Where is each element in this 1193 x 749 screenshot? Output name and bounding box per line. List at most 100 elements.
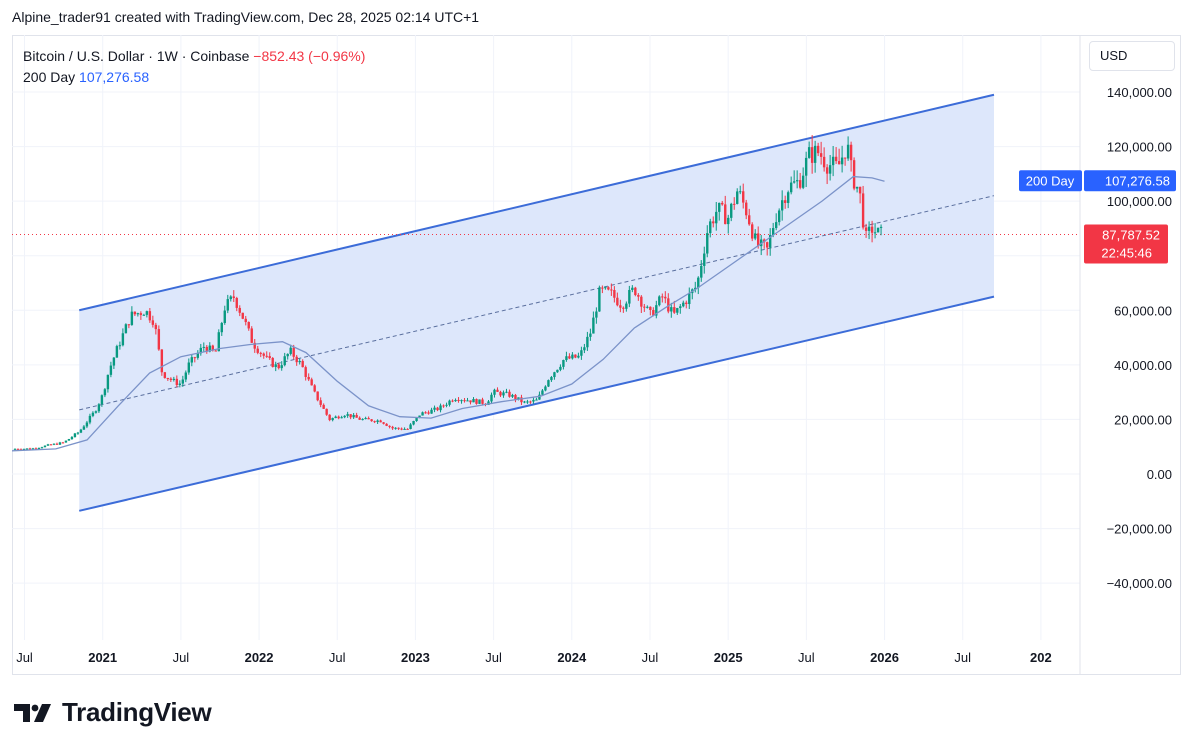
candle-body bbox=[700, 265, 703, 278]
candle-61 bbox=[196, 350, 200, 360]
candle-body bbox=[595, 311, 598, 318]
legend-ma-row[interactable]: 200 Day 107,276.58 bbox=[23, 67, 365, 88]
candle-144 bbox=[445, 402, 448, 408]
candle-190 bbox=[583, 343, 586, 354]
candle-262 bbox=[798, 172, 802, 190]
candle-body bbox=[526, 401, 529, 403]
candle-body bbox=[733, 203, 736, 205]
candle-80 bbox=[253, 339, 256, 353]
candle-201 bbox=[616, 292, 619, 307]
candle-83 bbox=[262, 352, 265, 359]
candle-82 bbox=[259, 351, 262, 358]
candle-body bbox=[322, 404, 325, 409]
legend-symbol-row[interactable]: Bitcoin / U.S. Dollar · 1W · Coinbase −8… bbox=[23, 46, 365, 67]
candle-body bbox=[220, 323, 223, 333]
candle-17 bbox=[64, 440, 68, 443]
candle-105 bbox=[328, 414, 331, 422]
candle-24 bbox=[85, 420, 89, 429]
candle-body bbox=[226, 299, 229, 311]
chart-legend: Bitcoin / U.S. Dollar · 1W · Coinbase −8… bbox=[23, 46, 365, 88]
candle-body bbox=[855, 186, 859, 189]
candle-body bbox=[298, 360, 301, 363]
candle-40 bbox=[133, 311, 137, 317]
candle-205 bbox=[628, 285, 631, 308]
candle-125 bbox=[388, 425, 391, 429]
candle-261 bbox=[795, 170, 799, 189]
candle-body bbox=[768, 235, 772, 248]
candle-281 bbox=[855, 186, 859, 193]
candle-209 bbox=[640, 295, 643, 313]
candle-289 bbox=[879, 224, 883, 236]
candle-166 bbox=[511, 393, 514, 398]
candle-95 bbox=[298, 358, 301, 365]
candle-body bbox=[556, 369, 559, 373]
candle-body bbox=[331, 418, 334, 421]
candle-265 bbox=[807, 141, 811, 159]
candle-body bbox=[388, 425, 391, 427]
candle-114 bbox=[355, 412, 358, 418]
candle-body bbox=[613, 290, 616, 298]
candle-body bbox=[34, 448, 38, 450]
candle-body bbox=[397, 427, 400, 429]
candle-body bbox=[673, 307, 676, 313]
candle-body bbox=[631, 287, 634, 290]
candle-body bbox=[301, 360, 304, 368]
candle-body bbox=[774, 222, 778, 229]
candle-body bbox=[241, 312, 244, 319]
x-tick-label-6: Jul bbox=[485, 650, 502, 665]
candle-251 bbox=[765, 241, 769, 256]
candle-99 bbox=[310, 377, 313, 386]
candle-body bbox=[652, 309, 655, 316]
candle-body bbox=[469, 400, 472, 403]
candles bbox=[13, 135, 883, 451]
candle-body bbox=[172, 378, 176, 380]
candle-86 bbox=[271, 357, 274, 368]
chart-frame bbox=[12, 35, 1181, 675]
candle-body bbox=[649, 306, 652, 310]
tradingview-logo[interactable]: TradingView bbox=[14, 697, 212, 728]
candle-body bbox=[457, 399, 460, 401]
candle-32 bbox=[109, 361, 113, 378]
candle-body bbox=[736, 191, 739, 204]
candle-body bbox=[277, 364, 280, 369]
candle-232 bbox=[709, 218, 712, 238]
candle-183 bbox=[562, 359, 565, 370]
legend-ma-value: 107,276.58 bbox=[79, 69, 150, 85]
candle-body bbox=[166, 377, 170, 379]
candle-192 bbox=[589, 328, 592, 341]
candle-body bbox=[208, 345, 211, 352]
price-axis: 140,000.00 120,000.00 100,000.00 60,000.00 4… bbox=[1107, 85, 1172, 591]
candle-body bbox=[82, 426, 86, 430]
candle-body bbox=[433, 407, 436, 410]
candle-body bbox=[568, 356, 571, 359]
x-tick-label-9: 2025 bbox=[714, 650, 743, 665]
candle-body bbox=[724, 204, 727, 225]
candle-208 bbox=[637, 293, 640, 301]
candle-body bbox=[352, 414, 355, 418]
candle-229 bbox=[700, 260, 703, 282]
candle-189 bbox=[580, 346, 583, 360]
candle-body bbox=[532, 399, 535, 402]
candle-278 bbox=[846, 136, 850, 161]
candle-239 bbox=[730, 202, 733, 222]
candle-59 bbox=[190, 354, 194, 367]
candle-body bbox=[40, 447, 44, 449]
candle-body bbox=[592, 317, 595, 334]
candle-153 bbox=[472, 397, 475, 403]
candle-22 bbox=[79, 428, 83, 434]
candle-56 bbox=[181, 375, 185, 387]
candle-body bbox=[541, 390, 544, 395]
candle-body bbox=[535, 399, 538, 401]
candle-body bbox=[873, 232, 877, 234]
candle-96 bbox=[301, 359, 304, 368]
currency-button[interactable]: USD bbox=[1089, 41, 1175, 71]
candle-body bbox=[475, 399, 478, 404]
legend-ma-label[interactable]: 200 Day bbox=[23, 69, 76, 85]
candle-268 bbox=[816, 142, 820, 157]
candle-112 bbox=[349, 414, 352, 420]
candle-body bbox=[88, 415, 92, 423]
candle-245 bbox=[748, 208, 751, 226]
candle-257 bbox=[783, 195, 787, 209]
legend-symbol[interactable]: Bitcoin / U.S. Dollar · 1W · Coinbase bbox=[23, 48, 250, 64]
